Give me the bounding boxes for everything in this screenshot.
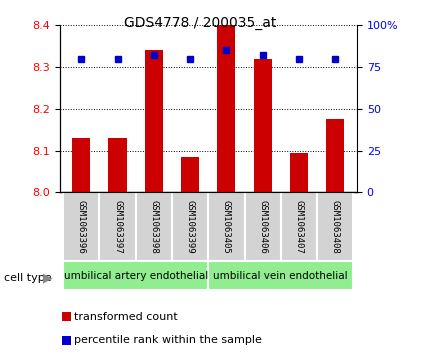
Bar — [108, 138, 127, 192]
Text: GSM1063406: GSM1063406 — [258, 200, 267, 254]
Text: cell type: cell type — [4, 273, 52, 283]
Bar — [208, 192, 244, 261]
Bar — [99, 192, 136, 261]
Text: GDS4778 / 200035_at: GDS4778 / 200035_at — [124, 16, 276, 30]
Bar — [244, 192, 281, 261]
Bar — [72, 138, 91, 192]
Text: GSM1063408: GSM1063408 — [331, 200, 340, 254]
Bar — [326, 119, 344, 192]
Bar — [145, 50, 163, 192]
Bar — [281, 192, 317, 261]
Text: GSM1063398: GSM1063398 — [149, 200, 159, 254]
Text: GSM1063405: GSM1063405 — [222, 200, 231, 254]
Text: GSM1063399: GSM1063399 — [186, 200, 195, 254]
Bar — [172, 192, 208, 261]
Bar — [254, 59, 272, 192]
Bar — [317, 192, 353, 261]
Bar — [181, 157, 199, 192]
Bar — [208, 261, 353, 290]
Bar — [136, 192, 172, 261]
Bar — [63, 192, 99, 261]
Text: ▶: ▶ — [42, 271, 52, 284]
Text: umbilical vein endothelial: umbilical vein endothelial — [213, 271, 348, 281]
Text: GSM1063397: GSM1063397 — [113, 200, 122, 254]
Text: GSM1063407: GSM1063407 — [295, 200, 303, 254]
Text: percentile rank within the sample: percentile rank within the sample — [74, 335, 262, 346]
Bar — [217, 25, 235, 192]
Bar — [290, 153, 308, 192]
Text: GSM1063396: GSM1063396 — [77, 200, 86, 254]
Text: transformed count: transformed count — [74, 312, 178, 322]
Text: umbilical artery endothelial: umbilical artery endothelial — [64, 271, 208, 281]
Bar — [63, 261, 208, 290]
